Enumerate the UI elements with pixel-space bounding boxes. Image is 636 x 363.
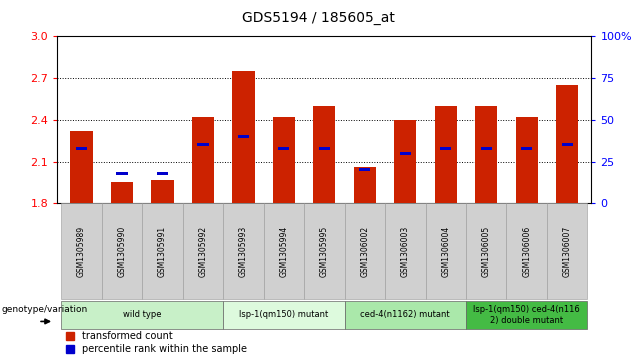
Text: GSM1306006: GSM1306006 [522,226,531,277]
Bar [556,85,578,203]
Bar [111,182,133,203]
Text: GSM1305992: GSM1305992 [198,226,207,277]
Bar [238,135,249,138]
Text: GSM1306002: GSM1306002 [361,226,370,277]
Bar [273,117,295,203]
Text: lsp-1(qm150) ced-4(n116
2) double mutant: lsp-1(qm150) ced-4(n116 2) double mutant [473,305,580,325]
Text: GSM1305993: GSM1305993 [239,226,248,277]
Text: GSM1306003: GSM1306003 [401,226,410,277]
Bar [116,172,128,175]
Bar [562,143,573,146]
Text: genotype/variation: genotype/variation [1,305,88,314]
Text: ced-4(n1162) mutant: ced-4(n1162) mutant [361,310,450,319]
Text: GSM1305990: GSM1305990 [118,226,127,277]
Bar [232,71,254,203]
Bar [475,106,497,203]
Text: wild type: wild type [123,310,162,319]
Bar [521,147,532,150]
Bar [157,172,168,175]
Bar [151,180,174,203]
Bar [359,168,370,171]
Text: GSM1305991: GSM1305991 [158,226,167,277]
Bar [197,143,209,146]
Bar [434,106,457,203]
Bar [314,106,336,203]
Bar [319,147,330,150]
Bar [516,117,538,203]
Text: lsp-1(qm150) mutant: lsp-1(qm150) mutant [239,310,329,319]
Bar [354,167,376,203]
Bar [394,120,417,203]
Text: GDS5194 / 185605_at: GDS5194 / 185605_at [242,11,394,25]
Bar [71,131,93,203]
Text: GSM1306004: GSM1306004 [441,226,450,277]
Bar [279,147,289,150]
Bar [481,147,492,150]
Text: GSM1306005: GSM1306005 [481,226,491,277]
Bar [400,152,411,155]
Legend: transformed count, percentile rank within the sample: transformed count, percentile rank withi… [62,327,251,358]
Bar [76,147,87,150]
Text: GSM1305989: GSM1305989 [77,226,86,277]
Text: GSM1305995: GSM1305995 [320,226,329,277]
Text: GSM1305994: GSM1305994 [279,226,288,277]
Bar [192,117,214,203]
Bar [440,147,452,150]
Text: GSM1306007: GSM1306007 [563,226,572,277]
